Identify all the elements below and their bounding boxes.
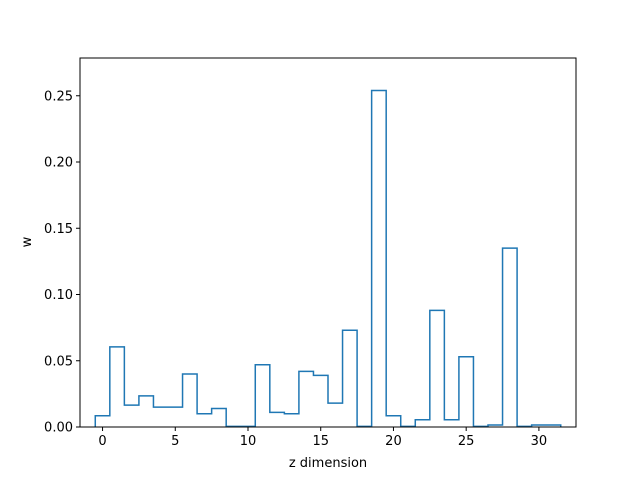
x-tick-label: 30 <box>531 434 548 449</box>
y-tick-label: 0.05 <box>44 354 73 369</box>
y-axis-label: w <box>20 236 35 247</box>
y-tick-label: 0.00 <box>44 421 73 436</box>
x-tick-label: 15 <box>312 434 329 449</box>
x-tick-label: 5 <box>171 434 179 449</box>
x-tick-label: 0 <box>98 434 106 449</box>
y-tick-label: 0.10 <box>44 288 73 303</box>
x-tick-label: 10 <box>240 434 257 449</box>
y-tick-label: 0.25 <box>44 89 73 104</box>
y-tick-label: 0.20 <box>44 156 73 171</box>
y-tick-label: 0.15 <box>44 222 73 237</box>
axes-frame <box>79 57 577 428</box>
x-axis-label: z dimension <box>289 456 367 471</box>
x-tick-label: 25 <box>458 434 475 449</box>
step-histogram-line <box>94 89 562 428</box>
x-tick-label: 20 <box>385 434 402 449</box>
